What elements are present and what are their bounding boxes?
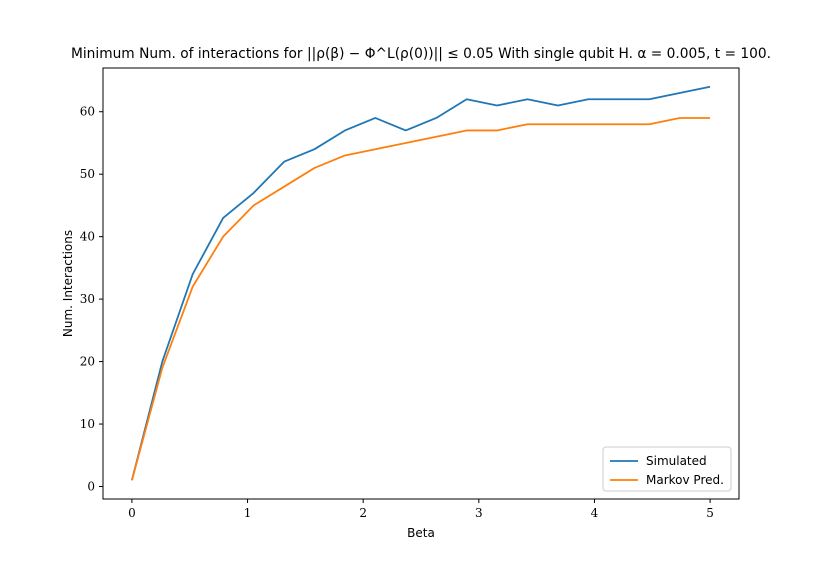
legend-label: Markov Pred. (646, 473, 724, 487)
legend-label: Simulated (646, 454, 707, 468)
series-lines (131, 85, 711, 481)
legend: Simulated Markov Pred. (602, 446, 732, 492)
x-tick-label: 4 (591, 506, 599, 520)
y-tick-label: 20 (80, 355, 95, 369)
y-tick-label: 50 (80, 167, 95, 181)
x-tick-label: 1 (244, 506, 252, 520)
x-tick-label: 0 (128, 506, 136, 520)
y-axis-ticks: 0 10 20 30 40 50 60 (80, 105, 103, 494)
x-tick-label: 2 (359, 506, 367, 520)
y-tick-label: 30 (80, 292, 95, 306)
y-tick-label: 10 (80, 417, 95, 431)
y-tick-label: 60 (80, 105, 95, 119)
chart-title: Minimum Num. of interactions for ||ρ(β) … (71, 46, 771, 62)
x-axis-label: Beta (407, 526, 435, 540)
x-tick-label: 5 (706, 506, 714, 520)
y-tick-label: 40 (80, 230, 95, 244)
y-tick-label: 0 (87, 480, 95, 494)
y-axis-label: Num. Interactions (61, 230, 75, 337)
x-axis-ticks: 0 1 2 3 4 5 (128, 499, 714, 520)
series-line-markov-pred (131, 117, 711, 481)
x-tick-label: 3 (475, 506, 483, 520)
series-line-simulated (131, 85, 711, 481)
plot-area (102, 67, 740, 500)
plot-frame (102, 67, 740, 500)
